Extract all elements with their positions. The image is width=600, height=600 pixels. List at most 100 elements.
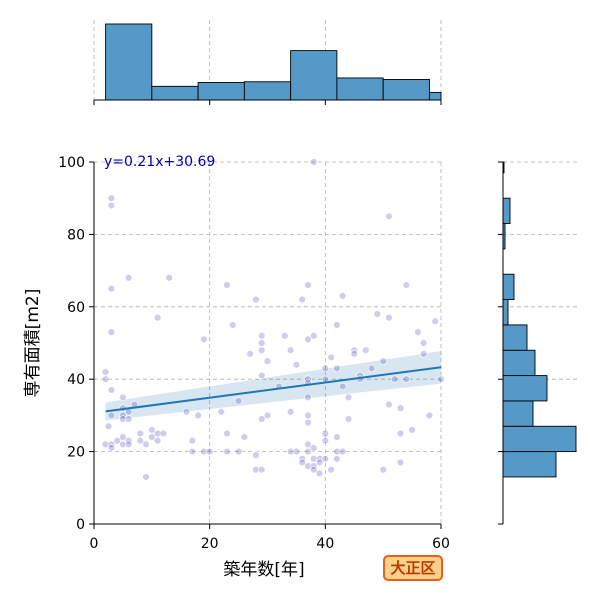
scatter-point <box>104 422 113 430</box>
scatter-point <box>286 346 295 354</box>
y-hist-bar <box>502 349 536 377</box>
scatter-point <box>286 447 295 456</box>
y-hist-bar <box>502 324 528 351</box>
x-hist-bar <box>105 23 153 101</box>
scatter-point <box>304 418 312 427</box>
scatter-point <box>333 433 341 441</box>
scatter-point <box>246 350 254 358</box>
scatter-point <box>223 447 231 456</box>
scatter-point <box>321 455 330 463</box>
scatter-point <box>258 466 266 474</box>
scatter-point <box>252 466 260 474</box>
scatter-point <box>327 466 335 474</box>
scatter-point <box>258 346 266 354</box>
scatter-point <box>124 274 133 282</box>
grid-lines <box>93 161 442 525</box>
x-hist-bar <box>290 50 338 101</box>
scatter-point <box>200 335 208 344</box>
x-tick-label: 0 <box>90 536 99 552</box>
scatter-point <box>153 429 162 438</box>
scatter-point <box>333 455 341 463</box>
scatter-point <box>338 382 347 391</box>
scatter-point <box>101 440 110 449</box>
scatter-point <box>200 447 208 456</box>
scatter-point <box>182 408 191 416</box>
y-axis-label: 専有面積[m2] <box>23 289 43 398</box>
scatter-point <box>217 408 225 416</box>
scatter-point <box>153 437 162 445</box>
scatter-point <box>101 368 110 376</box>
y-hist-bar <box>502 400 534 427</box>
scatter-point <box>402 281 410 289</box>
scatter-point <box>379 466 387 474</box>
scatter-point <box>344 393 353 401</box>
scatter-point <box>362 346 370 354</box>
y-tick-label: 0 <box>76 517 85 533</box>
scatter-point <box>344 415 353 423</box>
scatter-point <box>107 201 116 210</box>
scatter-point <box>304 411 312 420</box>
scatter-point <box>119 433 127 441</box>
y-hist-bar <box>502 451 557 478</box>
scatter-point <box>333 321 341 329</box>
scatter-point <box>107 444 116 452</box>
scatter-point <box>333 447 341 456</box>
scatter-point <box>419 350 428 358</box>
scatter-point <box>252 451 260 459</box>
scatter-point <box>315 469 324 478</box>
scatter-point <box>124 415 133 423</box>
scatter-point <box>338 447 347 456</box>
scatter-point <box>263 411 272 420</box>
scatter-point <box>310 332 318 340</box>
scatter-point <box>229 321 237 329</box>
scatter-point <box>136 429 144 438</box>
x-hist-bar <box>197 82 245 101</box>
scatter-point <box>304 462 312 470</box>
scatter-point <box>425 411 434 420</box>
scatter-point <box>258 332 266 340</box>
x-axis-label: 築年数[年] <box>223 560 304 580</box>
scatter-point <box>431 317 439 325</box>
scatter-point <box>350 350 358 358</box>
x-hist-bar <box>243 81 292 101</box>
tick-labels: 0 20 40 60 0 20 40 60 80 100 <box>58 155 450 552</box>
district-badge: 大正区 <box>383 555 443 581</box>
x-hist-bar <box>336 77 384 101</box>
scatter-point <box>188 447 197 456</box>
scatter-point <box>188 437 197 445</box>
scatter-point <box>148 433 156 441</box>
scatter-point <box>310 158 318 166</box>
scatter-point <box>194 411 202 420</box>
scatter-point <box>396 458 405 467</box>
scatter-point <box>165 274 173 282</box>
scatter-point <box>385 212 393 221</box>
scatter-point <box>315 458 324 467</box>
scatter-point <box>304 447 312 456</box>
regression-line-group <box>105 366 442 413</box>
scatter-point <box>119 440 127 449</box>
scatter-point <box>240 433 249 441</box>
scatter-point <box>298 458 306 467</box>
scatter-point <box>310 455 318 463</box>
confidence-band <box>105 351 442 421</box>
scatter-point <box>304 281 312 289</box>
scatter-point <box>142 440 150 449</box>
scatter-point <box>119 415 127 423</box>
x-tick-label: 60 <box>432 536 450 552</box>
scatter-point <box>408 426 416 434</box>
scatter-points <box>101 158 445 481</box>
scatter-point <box>234 447 243 456</box>
scatter-point <box>252 295 260 304</box>
scatter-point <box>258 339 266 347</box>
x-hist-bar <box>382 79 430 101</box>
scatter-point <box>258 371 266 380</box>
scatter-point <box>419 339 428 347</box>
regression-line <box>105 366 442 413</box>
y-tick-label: 40 <box>67 372 85 388</box>
regression-equation-label: y=0.21x+30.69 <box>104 154 215 170</box>
scatter-point <box>437 375 445 383</box>
scatter-point <box>385 313 393 322</box>
scatter-point <box>321 364 330 373</box>
scatter-point <box>142 473 150 481</box>
